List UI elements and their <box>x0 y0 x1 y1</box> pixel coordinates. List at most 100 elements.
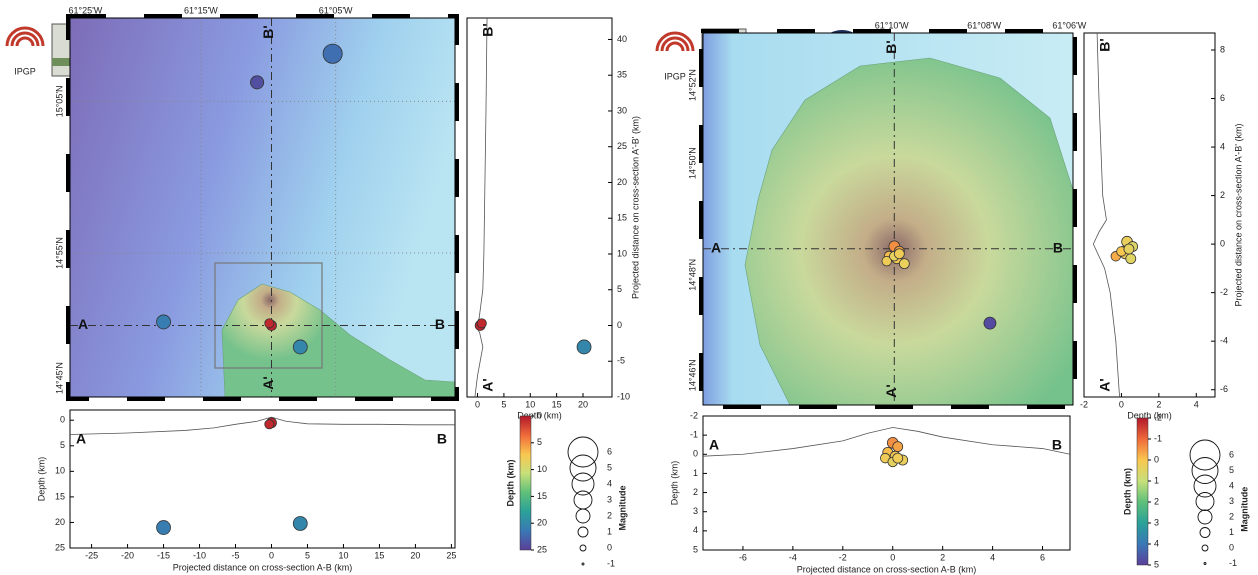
y-tick-label: 20 <box>617 177 627 187</box>
y-tick-label: 2 <box>1220 190 1225 200</box>
y-tick-label: 35 <box>617 70 627 80</box>
lon-label: 61°15'W <box>184 5 218 15</box>
y-tick-label: 15 <box>617 213 627 223</box>
section-label: B' <box>260 25 276 38</box>
x-tick-label: 5 <box>305 550 310 560</box>
colorbar-tick-label: 0 <box>1154 454 1159 464</box>
x-tick-label: -5 <box>232 550 240 560</box>
y-tick-label: 40 <box>617 34 627 44</box>
magnitude-tick-label: 2 <box>1229 511 1234 521</box>
magnitude-symbol <box>1198 510 1212 524</box>
x-tick-label: 15 <box>374 550 384 560</box>
magnitude-symbol <box>576 509 590 523</box>
magnitude-symbol <box>568 437 598 467</box>
section-label: B <box>1053 239 1063 255</box>
ipgp-logo-arc <box>667 43 683 51</box>
magnitude-symbol <box>1190 440 1220 470</box>
event <box>323 44 342 63</box>
x-tick-label: 4 <box>1194 399 1199 409</box>
colorbar-tick-label: 3 <box>1154 517 1159 527</box>
x-tick-label: 2 <box>940 552 945 562</box>
magnitude-tick-label: 4 <box>1229 480 1234 490</box>
magnitude-symbol <box>582 563 584 565</box>
section-label: A <box>711 239 721 255</box>
x-tick-label: 0 <box>1119 399 1124 409</box>
lat-label: 14°50'N <box>687 147 697 179</box>
section-label: B' <box>1097 38 1113 51</box>
y-tick-label: 25 <box>55 542 65 552</box>
colorbar-tick-label: 15 <box>537 491 547 501</box>
y-tick-label: 3 <box>693 506 698 516</box>
magnitude-symbol <box>1202 545 1208 551</box>
x-tick-label: 10 <box>338 550 348 560</box>
event <box>894 249 904 259</box>
y-tick-label: 2 <box>693 487 698 497</box>
figure: IPGPO V S MUniversité Paris CitécnrsABB'… <box>0 0 1258 575</box>
y-tick-label: 5 <box>60 440 65 450</box>
event <box>577 340 591 354</box>
map <box>70 18 455 397</box>
colorbar-tick-label: 5 <box>537 437 542 447</box>
section-label: A' <box>480 378 496 391</box>
event <box>893 453 903 463</box>
event <box>293 340 307 354</box>
section-label: A' <box>883 384 899 397</box>
magnitude-tick-label: 2 <box>607 510 612 520</box>
lat-label: 14°52'N <box>687 69 697 101</box>
colorbar-title: Depth (km) <box>1122 468 1132 515</box>
section-label: A <box>76 431 86 447</box>
map <box>703 33 1073 405</box>
y-tick-label: -1 <box>690 430 698 440</box>
x-tick-label: 0 <box>890 552 895 562</box>
y-tick-label: 25 <box>617 141 627 151</box>
magnitude-symbol <box>1200 528 1210 538</box>
profile-frame <box>70 410 455 548</box>
magnitude-tick-label: 3 <box>1229 496 1234 506</box>
x-tick-label: -2 <box>1080 399 1088 409</box>
x-axis-label: Depth (km) <box>1127 410 1172 420</box>
magnitude-tick-label: 4 <box>607 478 612 488</box>
y-tick-label: 0 <box>693 449 698 459</box>
colorbar-tick-label: 5 <box>1154 559 1159 569</box>
x-tick-label: 5 <box>501 399 506 409</box>
y-tick-label: 5 <box>693 544 698 554</box>
colorbar-tick-label: -1 <box>1154 433 1162 443</box>
section-label: A' <box>1097 378 1113 391</box>
magnitude-symbol <box>572 473 594 495</box>
lat-label: 14°45'N <box>54 362 64 394</box>
event <box>157 315 171 329</box>
lat-label: 14°46'N <box>687 359 697 391</box>
magnitude-symbol <box>1196 493 1214 511</box>
magnitude-tick-label: 1 <box>1229 527 1234 537</box>
x-tick-label: 2 <box>1156 399 1161 409</box>
event <box>157 521 171 535</box>
x-tick-label: -15 <box>157 550 170 560</box>
colorbar-tick-label: 0 <box>537 410 542 420</box>
x-tick-label: -25 <box>85 550 98 560</box>
colorbar-tick-label: 25 <box>537 544 547 554</box>
profile-frame <box>1084 33 1215 397</box>
y-tick-label: 0 <box>617 320 622 330</box>
y-tick-label: -5 <box>617 356 625 366</box>
y-tick-label: -4 <box>1220 336 1228 346</box>
section-label: B' <box>883 40 899 53</box>
x-tick-label: -10 <box>193 550 206 560</box>
magnitude-symbol <box>1194 475 1216 497</box>
colorbar-tick-label: 20 <box>537 518 547 528</box>
magnitude-tick-label: 5 <box>607 462 612 472</box>
x-tick-label: -20 <box>121 550 134 560</box>
magnitude-symbol <box>1204 563 1206 565</box>
event <box>893 442 903 452</box>
y-tick-label: 4 <box>693 525 698 535</box>
x-tick-label: 0 <box>269 550 274 560</box>
x-tick-label: 0 <box>475 399 480 409</box>
lon-label: 61°25'W <box>68 5 102 15</box>
profile-frame <box>467 18 612 397</box>
magnitude-tick-label: 5 <box>1229 465 1234 475</box>
y-tick-label: 10 <box>617 248 627 258</box>
magnitude-symbol <box>574 491 592 509</box>
y-tick-label: 4 <box>1220 141 1225 151</box>
x-tick-label: -4 <box>789 552 797 562</box>
depth-colorbar <box>520 416 531 550</box>
y-tick-label: 15 <box>55 491 65 501</box>
